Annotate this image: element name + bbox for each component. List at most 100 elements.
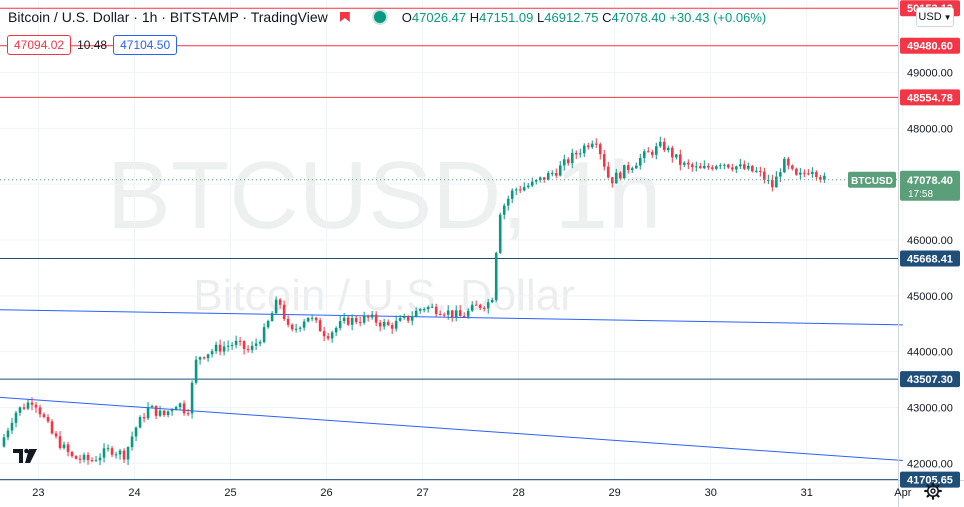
candle-body xyxy=(102,448,106,458)
candle-body xyxy=(138,417,142,428)
candle-body xyxy=(522,187,526,191)
candle-body xyxy=(270,313,274,322)
candle-body xyxy=(699,166,702,169)
candle-body xyxy=(54,433,58,437)
gear-icon[interactable] xyxy=(924,482,942,500)
candle-body xyxy=(354,317,358,322)
level-price-label: 49480.60 xyxy=(907,41,953,53)
candle-body xyxy=(174,407,178,410)
candle-body xyxy=(306,317,310,322)
watermark-ticker: BTCUSD, 1h xyxy=(107,142,662,249)
candle-body xyxy=(94,460,98,462)
last-price-label: 47078.40 xyxy=(907,175,953,187)
level-price-tag[interactable] xyxy=(900,89,960,106)
flag-icon[interactable] xyxy=(339,12,350,22)
candle-body xyxy=(650,151,654,155)
candle-body xyxy=(350,317,354,325)
price-tick-label: 42000.00 xyxy=(907,458,953,470)
candle-body xyxy=(70,451,74,457)
candle-body xyxy=(290,324,294,330)
level-price-tag[interactable] xyxy=(900,471,960,488)
price-tick-label: 44000.00 xyxy=(907,347,953,359)
candle-body xyxy=(803,172,806,174)
candle-body xyxy=(642,151,646,158)
candle-body xyxy=(630,168,634,171)
candle-body xyxy=(250,345,254,351)
candle-body xyxy=(438,313,442,315)
candle-body xyxy=(711,167,714,169)
candle-body xyxy=(751,165,754,172)
buy-button[interactable]: 47104.50 xyxy=(113,35,178,55)
candle-body xyxy=(86,454,90,461)
candle-body xyxy=(390,325,394,329)
candle-body xyxy=(550,173,554,175)
level-price-label: 45668.41 xyxy=(907,254,953,266)
candle-body xyxy=(374,314,378,323)
trendline[interactable] xyxy=(0,396,903,461)
candle-body xyxy=(430,306,434,308)
sell-button[interactable]: 47094.02 xyxy=(7,35,72,55)
candle-body xyxy=(426,307,430,310)
candle-body xyxy=(394,320,398,329)
candle-body xyxy=(90,460,94,462)
candle-body xyxy=(799,172,802,175)
candle-body xyxy=(486,302,490,309)
candle-body xyxy=(38,407,42,415)
candle-body xyxy=(470,304,474,311)
candle-body xyxy=(18,407,22,413)
level-price-tag[interactable] xyxy=(900,250,960,267)
candle-body xyxy=(402,315,406,318)
candle-body xyxy=(226,345,230,347)
candle-body xyxy=(658,141,662,147)
candle-body xyxy=(146,407,150,419)
candle-body xyxy=(687,162,690,165)
candle-body xyxy=(358,321,362,323)
candle-body xyxy=(666,147,670,151)
candle-body xyxy=(538,177,542,181)
candle-body xyxy=(74,456,78,459)
candle-body xyxy=(783,158,786,173)
candle-body xyxy=(622,165,626,179)
candle-body xyxy=(230,345,234,347)
level-price-tag[interactable] xyxy=(900,37,960,54)
candle-body xyxy=(298,327,302,329)
candle-body xyxy=(310,317,314,319)
candle-body xyxy=(366,315,370,318)
candle-body xyxy=(735,166,738,170)
candle-body xyxy=(719,165,722,167)
candle-body xyxy=(294,328,298,330)
price-tick-label: 49000.00 xyxy=(907,68,953,80)
level-price-tag[interactable] xyxy=(900,371,960,388)
close-value: 47078.40 xyxy=(611,9,666,25)
last-price-tag xyxy=(900,170,960,201)
candle-body xyxy=(398,317,402,321)
candle-body xyxy=(82,454,86,460)
change-value: +30.43 (+0.06%) xyxy=(669,9,767,25)
candle-body xyxy=(574,152,578,155)
currency-selector[interactable]: USD ▼ xyxy=(916,7,954,27)
candle-body xyxy=(670,147,674,158)
time-tick-label: 29 xyxy=(609,487,621,499)
trendline[interactable] xyxy=(0,309,903,326)
candle-body xyxy=(739,164,742,167)
candle-body xyxy=(474,304,478,306)
symbol-title[interactable]: Bitcoin / U.S. Dollar · 1h · BITSTAMP · … xyxy=(8,9,328,25)
candle-body xyxy=(811,171,814,174)
candle-body xyxy=(598,144,602,155)
candle-body xyxy=(450,310,454,318)
candle-body xyxy=(683,162,686,165)
currency-label: USD xyxy=(918,11,942,23)
symbol-tag-label: BTCUSD xyxy=(851,176,893,187)
symbol-tag xyxy=(848,171,896,188)
trendlines[interactable] xyxy=(0,309,903,461)
candle-body xyxy=(779,172,782,177)
candle-body xyxy=(707,165,710,168)
candle-body xyxy=(771,179,774,188)
candle-body xyxy=(715,166,718,169)
candle-body xyxy=(606,166,610,178)
candle-body xyxy=(462,316,466,318)
